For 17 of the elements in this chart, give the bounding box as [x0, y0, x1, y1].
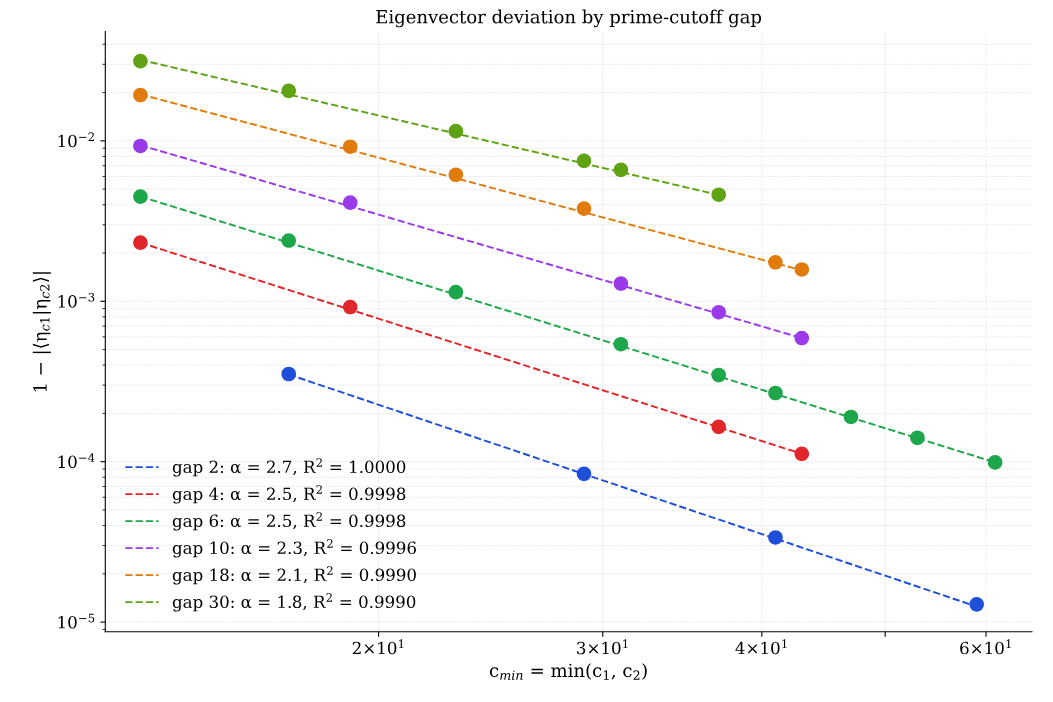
- x-tick-label: 2×10$^{1}$: [352, 639, 404, 655]
- legend-label: gap 4: α = 2.5, R$^{2}$ = 0.9998: [172, 485, 406, 504]
- y-tick-label: 10$^{−2}$: [58, 132, 94, 148]
- x-axis-title: c$_{min}$ = min(c$_{1}$, c$_{2}$): [489, 663, 647, 680]
- legend-label: gap 2: α = 2.7, R$^{2}$ = 1.0000: [172, 458, 406, 477]
- x-tick-label: 3×10$^{1}$: [577, 639, 628, 655]
- legend-label: gap 18: α = 2.1, R$^{2}$ = 0.9990: [172, 566, 416, 585]
- legend-label: gap 10: α = 2.3, R$^{2}$ = 0.9996: [172, 539, 416, 558]
- x-tick-label: 6×10$^{1}$: [960, 639, 1011, 655]
- legend-label: gap 30: α = 1.8, R$^{2}$ = 0.9990: [172, 593, 416, 612]
- x-tick-label: 4×10$^{1}$: [735, 639, 787, 655]
- y-tick-label: 10$^{−3}$: [58, 292, 95, 308]
- y-tick-label: 10$^{−5}$: [58, 613, 95, 629]
- y-tick-label: 10$^{−4}$: [58, 453, 95, 469]
- chart-title: Eigenvector deviation by prime-cutoff gap: [376, 9, 762, 28]
- legend-label: gap 6: α = 2.5, R$^{2}$ = 0.9998: [172, 512, 406, 531]
- y-axis-title: 1 − |⟨η$_{c1}$|η$_{c2}$⟩|: [32, 272, 51, 392]
